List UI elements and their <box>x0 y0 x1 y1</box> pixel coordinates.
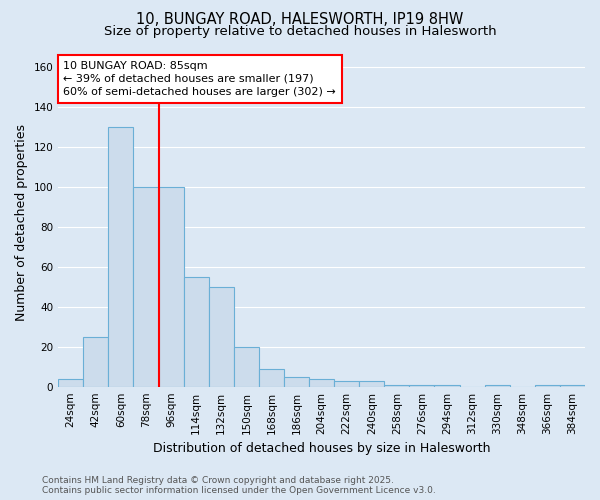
Bar <box>83 337 109 386</box>
Bar <box>58 378 83 386</box>
X-axis label: Distribution of detached houses by size in Halesworth: Distribution of detached houses by size … <box>153 442 490 455</box>
Bar <box>259 368 284 386</box>
Text: Size of property relative to detached houses in Halesworth: Size of property relative to detached ho… <box>104 25 496 38</box>
Bar <box>434 384 460 386</box>
Bar <box>535 384 560 386</box>
Bar <box>359 380 385 386</box>
Text: 10 BUNGAY ROAD: 85sqm
← 39% of detached houses are smaller (197)
60% of semi-det: 10 BUNGAY ROAD: 85sqm ← 39% of detached … <box>64 61 336 97</box>
Bar <box>209 287 234 386</box>
Text: Contains HM Land Registry data © Crown copyright and database right 2025.
Contai: Contains HM Land Registry data © Crown c… <box>42 476 436 495</box>
Bar <box>334 380 359 386</box>
Bar <box>309 378 334 386</box>
Bar <box>184 277 209 386</box>
Bar <box>385 384 409 386</box>
Bar <box>409 384 434 386</box>
Y-axis label: Number of detached properties: Number of detached properties <box>15 124 28 320</box>
Bar <box>560 384 585 386</box>
Bar <box>109 128 133 386</box>
Bar <box>284 376 309 386</box>
Bar <box>485 384 510 386</box>
Text: 10, BUNGAY ROAD, HALESWORTH, IP19 8HW: 10, BUNGAY ROAD, HALESWORTH, IP19 8HW <box>136 12 464 28</box>
Bar <box>133 187 158 386</box>
Bar <box>234 347 259 387</box>
Bar <box>158 187 184 386</box>
